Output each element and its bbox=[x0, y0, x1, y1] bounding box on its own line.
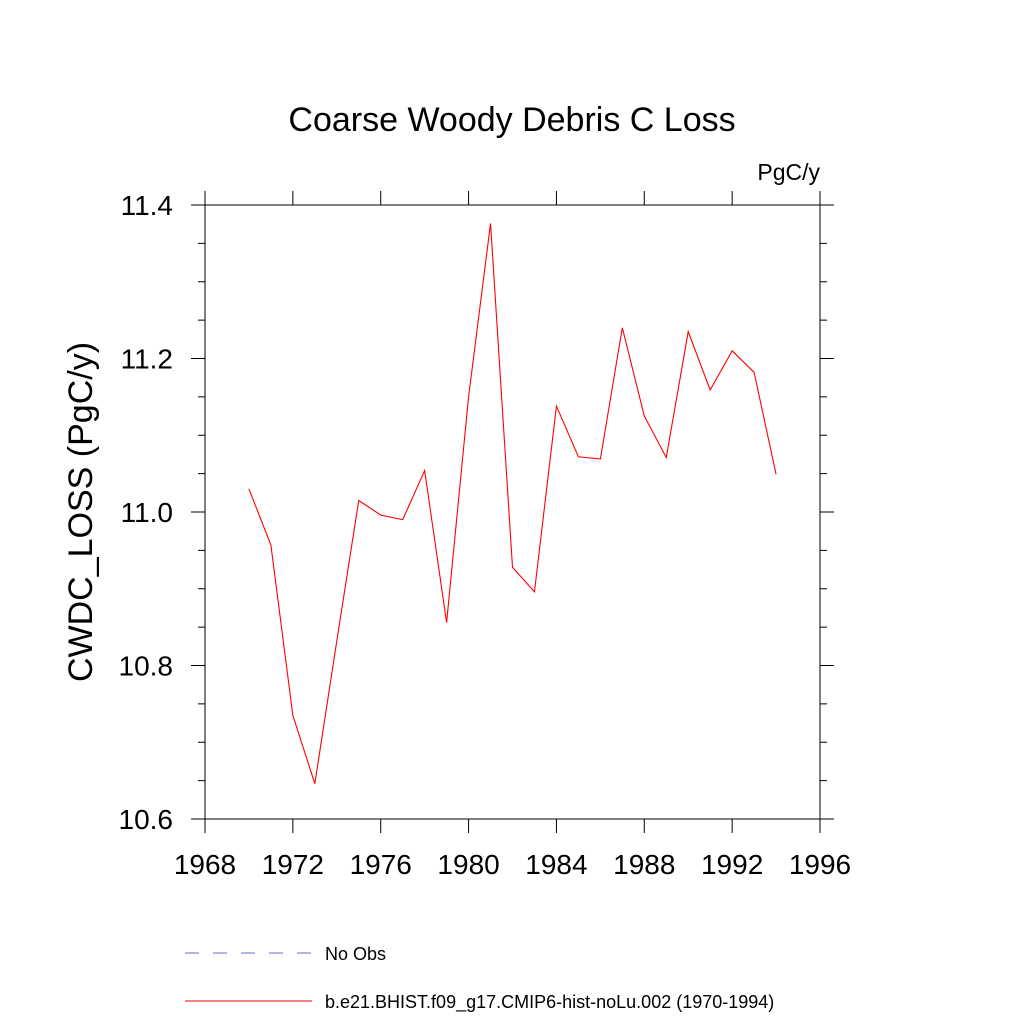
x-tick-label: 1996 bbox=[789, 849, 851, 880]
x-tick-label: 1992 bbox=[701, 849, 763, 880]
legend-label-no-obs: No Obs bbox=[325, 944, 386, 964]
legend: No Obs b.e21.BHIST.f09_g17.CMIP6-hist-no… bbox=[185, 944, 774, 1013]
x-tick-label: 1980 bbox=[437, 849, 499, 880]
plot-frame bbox=[204, 204, 821, 820]
tick-labels: 1968 1972 1976 1980 1984 1988 1992 1996 10.6 10.8… bbox=[119, 190, 852, 880]
x-tick-label: 1984 bbox=[525, 849, 587, 880]
x-tick-label: 1988 bbox=[613, 849, 675, 880]
y-axis-label: CWDC_LOSS (PgC/y) bbox=[62, 342, 100, 682]
chart-title: Coarse Woody Debris C Loss bbox=[288, 101, 735, 139]
x-tick-label: 1976 bbox=[350, 849, 412, 880]
series-layer bbox=[248, 223, 777, 784]
units-label: PgC/y bbox=[757, 159, 820, 185]
y-tick-label: 11.2 bbox=[121, 344, 173, 375]
y-tick-label: 10.8 bbox=[119, 651, 174, 682]
y-tick-label: 11.0 bbox=[121, 497, 173, 528]
x-tick-label: 1968 bbox=[174, 849, 236, 880]
y-tick-label: 11.4 bbox=[121, 190, 173, 221]
axis-ticks bbox=[191, 191, 834, 833]
legend-label-series: b.e21.BHIST.f09_g17.CMIP6-hist-noLu.002 … bbox=[325, 992, 774, 1013]
y-tick-label: 10.6 bbox=[119, 804, 174, 835]
series-line bbox=[248, 223, 777, 784]
x-tick-label: 1972 bbox=[262, 849, 324, 880]
